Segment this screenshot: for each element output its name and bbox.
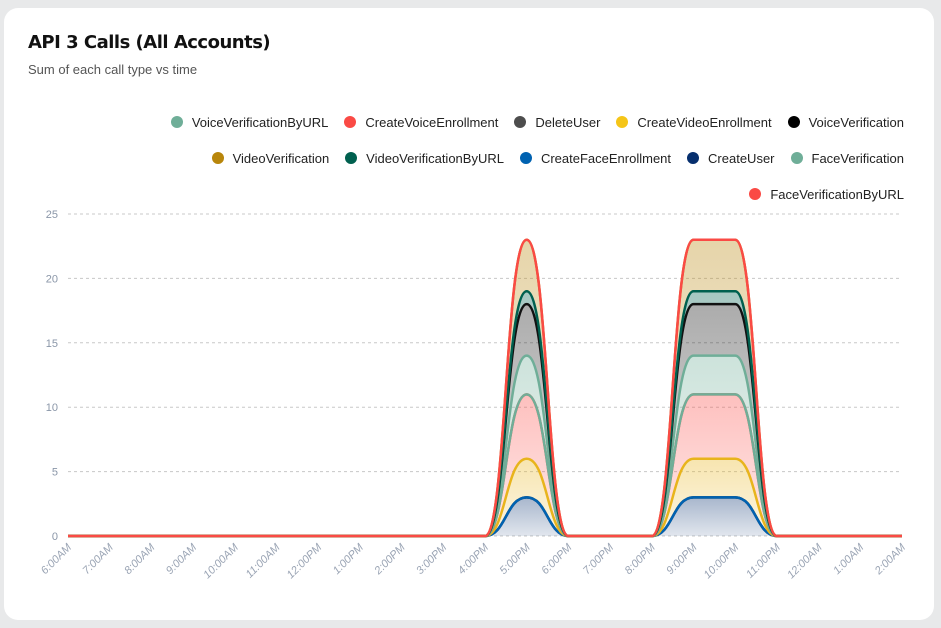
legend-item[interactable]: FaceVerificationByURL [749,186,904,202]
area-VoiceVerification [68,304,902,536]
legend-item[interactable]: CreateVideoEnrollment [616,114,772,130]
legend-item[interactable]: DeleteUser [514,114,600,130]
y-tick-label: 0 [52,531,58,543]
legend-item[interactable]: CreateUser [687,150,775,166]
legend-label: FaceVerificationByURL [770,186,904,202]
x-tick-label: 7:00PM [581,541,617,577]
line-FaceVerificationByURL [68,238,902,538]
legend-label: FaceVerification [811,150,905,166]
line-VideoVerificationByURL [68,290,902,538]
legend-label: CreateFaceEnrollment [540,150,672,166]
y-tick-label: 5 [52,467,58,479]
x-tick-label: 12:00PM [285,541,325,581]
legend-item[interactable]: VoiceVerification [787,114,904,130]
area-VoiceVerificationByURL [68,355,902,536]
y-tick-label: 10 [46,402,58,414]
legend-dot-icon [170,116,183,128]
legend-item[interactable]: CreateVoiceEnrollment [344,114,498,130]
x-tick-label: 9:00AM [164,541,200,577]
legend-dot-icon [687,152,700,164]
area-FaceVerification [68,394,902,536]
legend-dot-icon [345,152,358,164]
x-tick-label: 11:00AM [244,541,284,581]
line-FaceVerification [68,393,902,538]
x-tick-label: 6:00AM [39,541,75,577]
legend-dot-icon [514,116,527,128]
legend-item[interactable]: VideoVerification [211,150,330,166]
legend-label: VideoVerification [232,150,330,166]
x-tick-label: 2:00PM [372,541,409,578]
x-tick-label: 8:00PM [623,541,659,577]
legend-label: CreateVoiceEnrollment [365,114,499,130]
legend-label: VideoVerificationByURL [366,150,504,166]
area-VideoVerificationByURL [68,291,902,536]
area-DeleteUser [68,497,902,536]
line-CreateUser [68,496,902,538]
x-tick-label: 12:00AM [785,541,825,581]
area-CreateFaceEnrollment [68,497,902,536]
area-CreateVoiceEnrollment [68,394,902,536]
legend-label: VoiceVerification [808,114,904,130]
x-tick-label: 11:00PM [744,541,784,581]
area-VideoVerification [68,239,902,536]
x-tick-label: 8:00AM [122,541,158,577]
x-tick-label: 1:00AM [831,541,867,577]
chart-subtitle: Sum of each call type vs time [28,62,198,77]
area-CreateUser [68,497,902,536]
area-FaceVerificationByURL [68,239,902,536]
line-VideoVerification [68,238,902,538]
y-tick-label: 15 [46,338,58,350]
legend-dot-icon [519,152,532,164]
legend-dot-icon [344,116,357,128]
y-tick-label: 20 [46,273,58,285]
legend-item[interactable]: CreateFaceEnrollment [519,150,672,166]
line-VoiceVerification [68,302,902,538]
legend-dot-icon [790,152,803,164]
line-CreateVoiceEnrollment [68,393,902,538]
x-tick-label: 5:00PM [498,541,534,577]
x-tick-label: 10:00AM [201,541,241,581]
legend-label: CreateUser [708,150,775,166]
x-tick-label: 2:00AM [872,541,909,578]
line-DeleteUser [68,496,902,538]
x-tick-label: 6:00PM [539,541,575,577]
chart-card: API 3 Calls (All Accounts) Sum of each c… [4,8,934,620]
chart-legend: VoiceVerificationByURL CreateVoiceEnrollm… [84,114,904,202]
legend-dot-icon [749,188,762,200]
legend-label: DeleteUser [535,114,601,130]
line-CreateVideoEnrollment [68,457,902,538]
area-CreateVideoEnrollment [68,458,902,536]
legend-label: VoiceVerificationByURL [191,114,329,130]
x-tick-label: 10:00PM [702,541,742,581]
legend-dot-icon [787,116,800,128]
x-tick-label: 7:00AM [81,541,117,577]
legend-item[interactable]: FaceVerification [790,150,905,166]
x-tick-label: 3:00PM [414,541,450,577]
x-tick-label: 1:00PM [331,541,367,577]
legend-dot-icon [211,152,224,164]
legend-dot-icon [616,116,629,128]
x-tick-label: 4:00PM [456,541,492,577]
legend-item[interactable]: VoiceVerificationByURL [170,114,329,130]
x-tick-label: 9:00PM [664,541,700,577]
legend-item[interactable]: VideoVerificationByURL [345,150,504,166]
y-tick-label: 25 [46,209,58,221]
legend-label: CreateVideoEnrollment [637,114,772,130]
line-CreateFaceEnrollment [68,496,902,538]
line-VoiceVerificationByURL [68,354,902,538]
chart-title: API 3 Calls (All Accounts) [28,32,271,53]
